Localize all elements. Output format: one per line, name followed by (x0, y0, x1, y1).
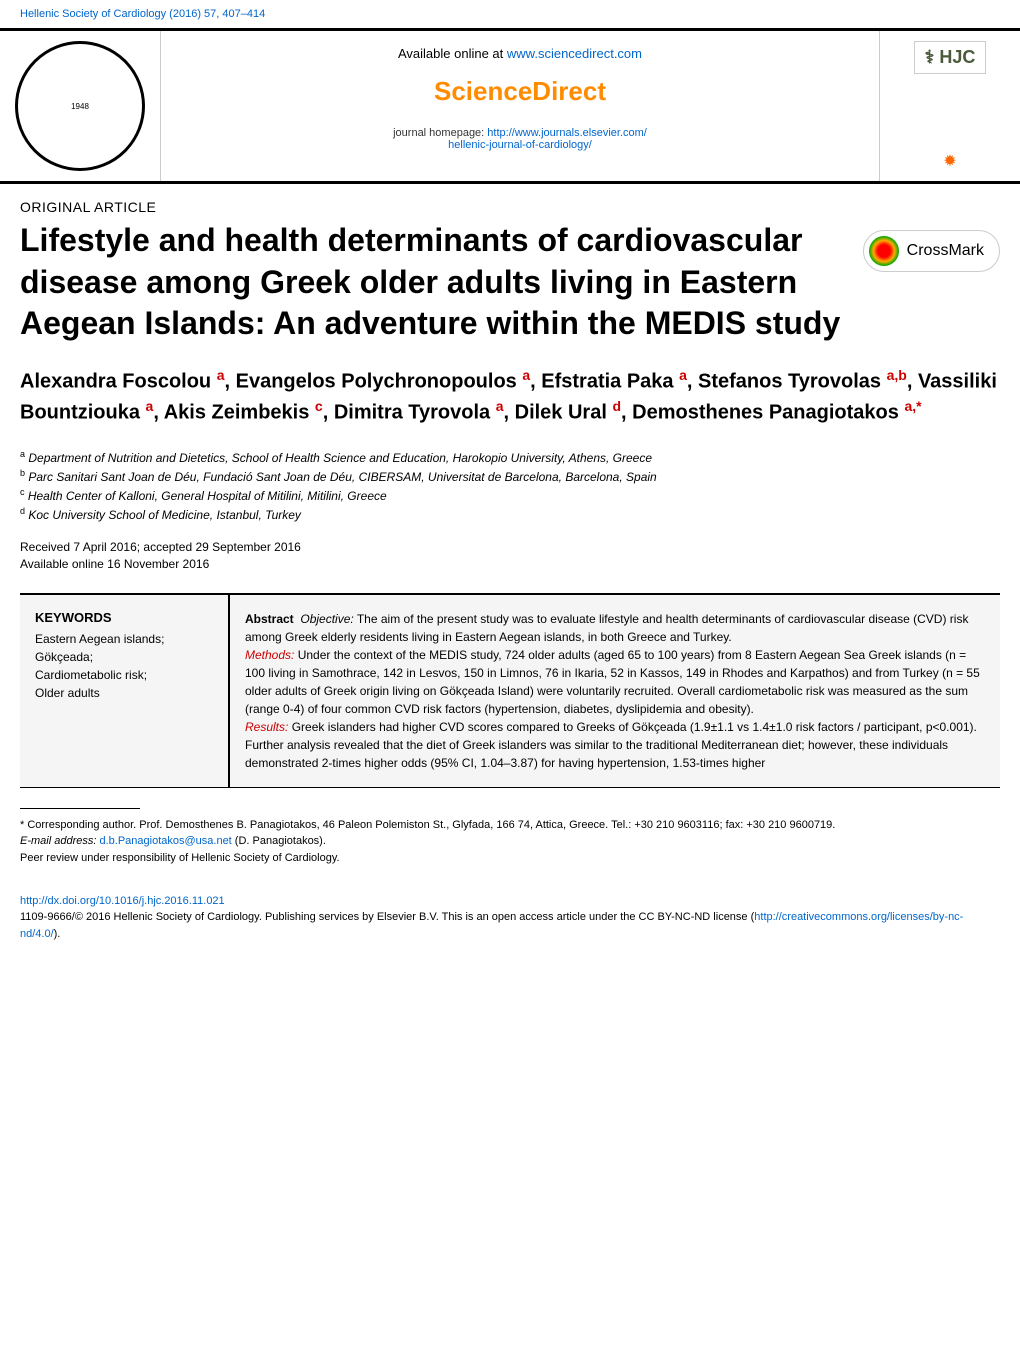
affil-link[interactable]: a (679, 367, 687, 383)
author-list: Alexandra Foscolou a, Evangelos Polychro… (0, 365, 1020, 448)
affil-link[interactable]: a (496, 398, 504, 414)
affil-link[interactable]: d (612, 398, 621, 414)
affil-link[interactable]: a,* (904, 398, 921, 414)
journal-homepage: journal homepage: http://www.journals.el… (171, 127, 869, 151)
society-logo: 1948 (15, 41, 145, 171)
footer: * Corresponding author. Prof. Demosthene… (0, 808, 1020, 963)
article-type: ORIGINAL ARTICLE (0, 184, 1020, 220)
hjc-logo: ⚕ HJC (914, 41, 987, 74)
starburst-icon: ✹ (943, 151, 956, 171)
affil-link[interactable]: a (217, 367, 225, 383)
abstract-container: KEYWORDS Eastern Aegean islands; Gökçead… (20, 593, 1000, 788)
keywords-list: Eastern Aegean islands; Gökçeada; Cardio… (35, 630, 213, 702)
journal-homepage-link[interactable]: http://www.journals.elsevier.com/ (487, 127, 647, 139)
corresponding-author: * Corresponding author. Prof. Demosthene… (20, 817, 1000, 834)
crossmark-label: CrossMark (907, 242, 984, 260)
abstract-body: Abstract Objective: The aim of the prese… (230, 595, 1000, 787)
affil-link[interactable]: a,b (887, 367, 907, 383)
copyright-line: 1109-9666/© 2016 Hellenic Society of Car… (20, 909, 1000, 942)
affil-link[interactable]: a (522, 367, 530, 383)
crossmark-icon (869, 236, 899, 266)
peer-review-note: Peer review under responsibility of Hell… (20, 850, 1000, 867)
affiliations: a Department of Nutrition and Dietetics,… (0, 448, 1020, 539)
available-online-text: Available online at www.sciencedirect.co… (171, 46, 869, 61)
sciencedirect-logo: ScienceDirect (171, 76, 869, 107)
journal-reference: Hellenic Society of Cardiology (2016) 57… (20, 8, 265, 20)
article-title: Lifestyle and health determinants of car… (20, 220, 843, 365)
masthead: 1948 Available online at www.sciencedire… (0, 28, 1020, 184)
affil-link[interactable]: c (315, 398, 323, 414)
article-dates: Received 7 April 2016; accepted 29 Septe… (0, 539, 1020, 593)
doi-link[interactable]: http://dx.doi.org/10.1016/j.hjc.2016.11.… (20, 895, 225, 907)
journal-homepage-link2[interactable]: hellenic-journal-of-cardiology/ (448, 139, 592, 151)
email-link[interactable]: d.b.Panagiotakos@usa.net (99, 835, 231, 847)
crossmark-badge[interactable]: CrossMark (863, 230, 1000, 272)
sciencedirect-link[interactable]: www.sciencedirect.com (507, 46, 642, 61)
email-line: E-mail address: d.b.Panagiotakos@usa.net… (20, 833, 1000, 850)
keywords-heading: KEYWORDS (35, 610, 213, 625)
